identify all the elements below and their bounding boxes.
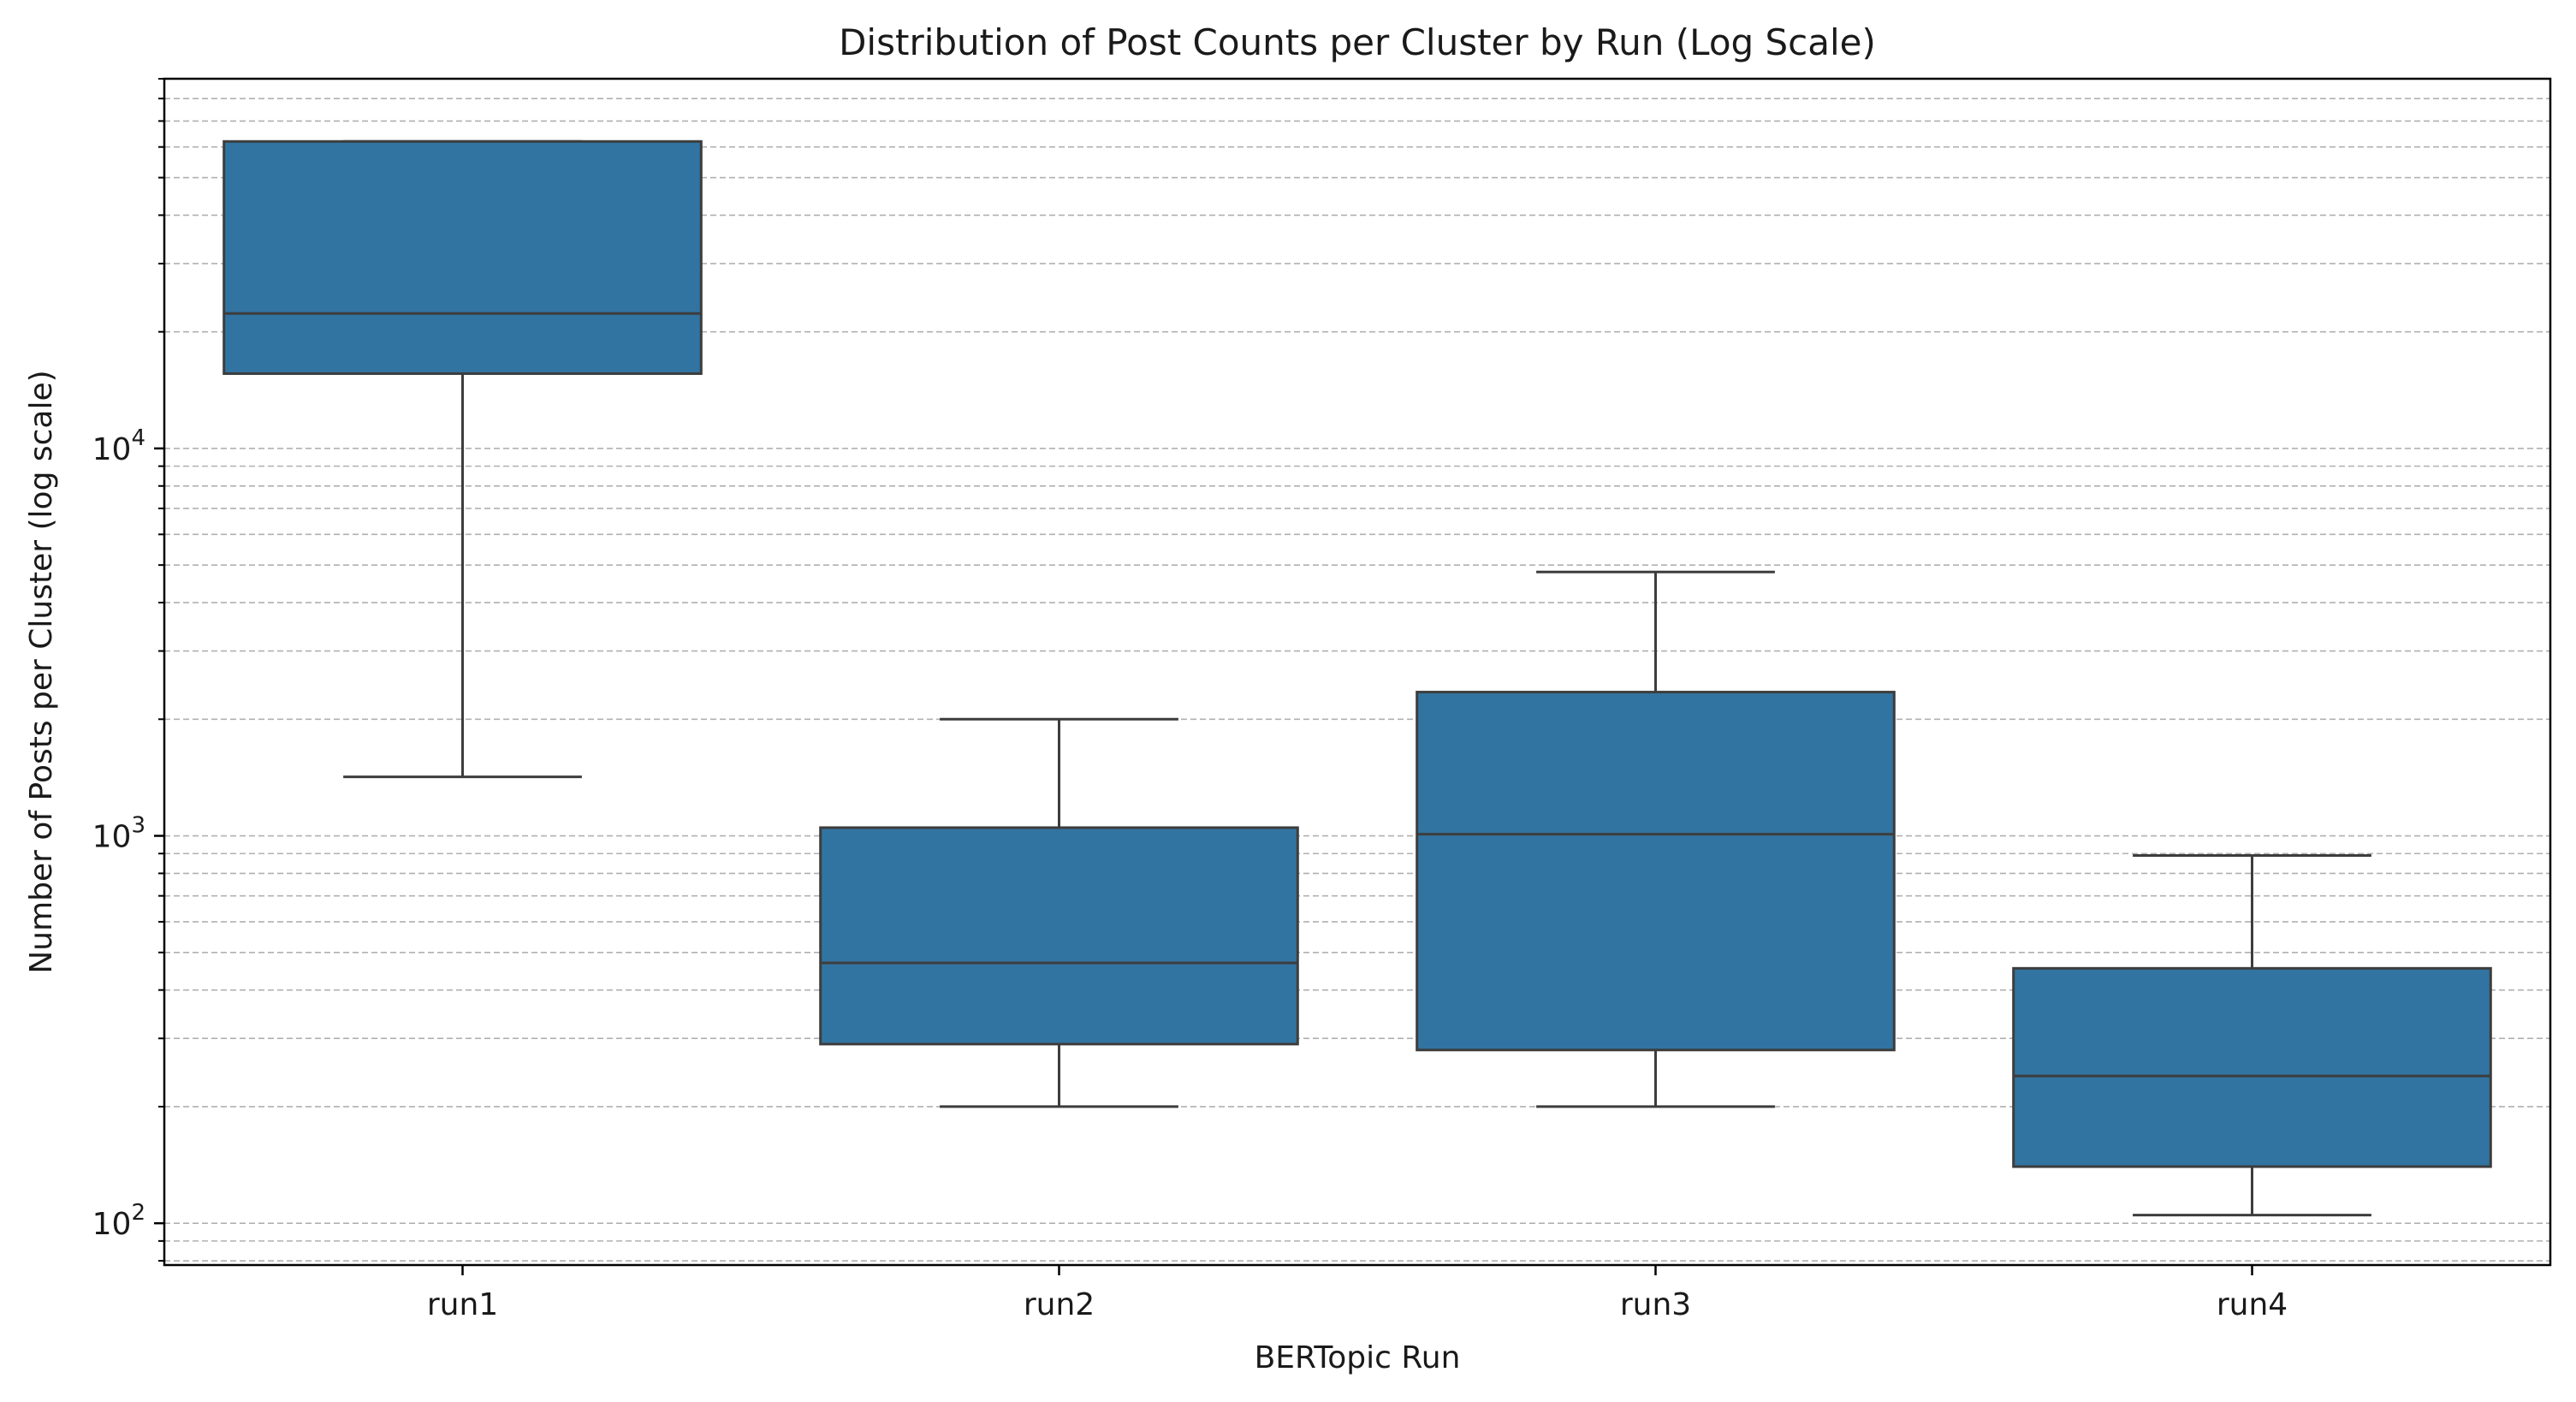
x-axis-label: BERTopic Run — [1255, 1340, 1461, 1375]
x-tick-label: run2 — [1024, 1287, 1095, 1322]
y-tick-label: 103 — [92, 813, 145, 855]
y-axis-ticks: 102 103 104 — [92, 78, 164, 1262]
boxes-layer — [223, 140, 2492, 1217]
chart-title: Distribution of Post Counts per Cluster … — [839, 21, 1876, 63]
x-tick-label: run3 — [1620, 1287, 1691, 1322]
iqr-box — [2012, 966, 2492, 1168]
y-tick-label: 104 — [92, 425, 145, 467]
box-run1 — [223, 140, 703, 779]
y-axis-label: Number of Posts per Cluster (log scale) — [24, 370, 59, 973]
box-run2 — [819, 717, 1299, 1108]
box-run3 — [1416, 570, 1896, 1108]
x-tick-label: run4 — [2217, 1287, 2288, 1322]
iqr-box — [819, 826, 1299, 1046]
y-tick-label: 102 — [92, 1200, 145, 1242]
x-axis-ticks: run1 run2 run3 run4 — [427, 1265, 2288, 1322]
x-tick-label: run1 — [427, 1287, 498, 1322]
plot-area-frame — [163, 77, 2552, 1267]
iqr-box — [1416, 691, 1896, 1052]
iqr-box — [223, 140, 703, 375]
box-run4 — [2012, 853, 2492, 1217]
